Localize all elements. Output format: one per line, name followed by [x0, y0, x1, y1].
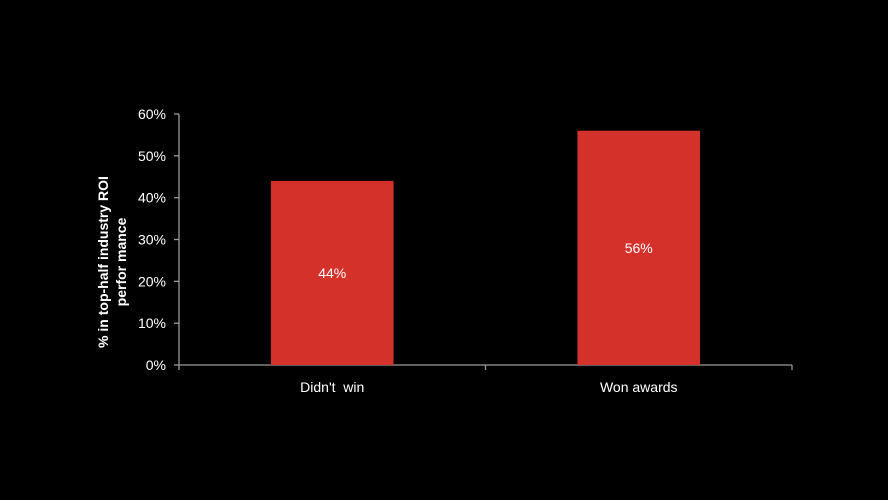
bar-value-label: 44% [318, 265, 346, 281]
y-tick-label: 20% [138, 273, 166, 289]
y-tick-label: 60% [138, 106, 166, 122]
y-tick-label: 40% [138, 190, 166, 206]
x-category-label: Won awards [600, 379, 678, 395]
bar-value-label: 56% [625, 240, 653, 256]
x-category-label: Didn't win [300, 379, 364, 395]
labels: 0% 10% 20% 30% 40% 50% 60% 44% Didn't win 56% Won … [138, 106, 678, 395]
y-axis-title-line-1: % in top-half industry ROI [95, 176, 111, 348]
y-axis-title: % in top-half industry ROI perfor mance [95, 176, 129, 348]
bars [270, 130, 701, 365]
bar [577, 130, 701, 365]
y-tick-label: 50% [138, 148, 166, 164]
y-axis-title-line-2: perfor mance [113, 217, 129, 306]
y-tick-label: 0% [146, 357, 166, 373]
y-tick-label: 30% [138, 232, 166, 248]
y-tick-label: 10% [138, 315, 166, 331]
bar [270, 180, 394, 365]
